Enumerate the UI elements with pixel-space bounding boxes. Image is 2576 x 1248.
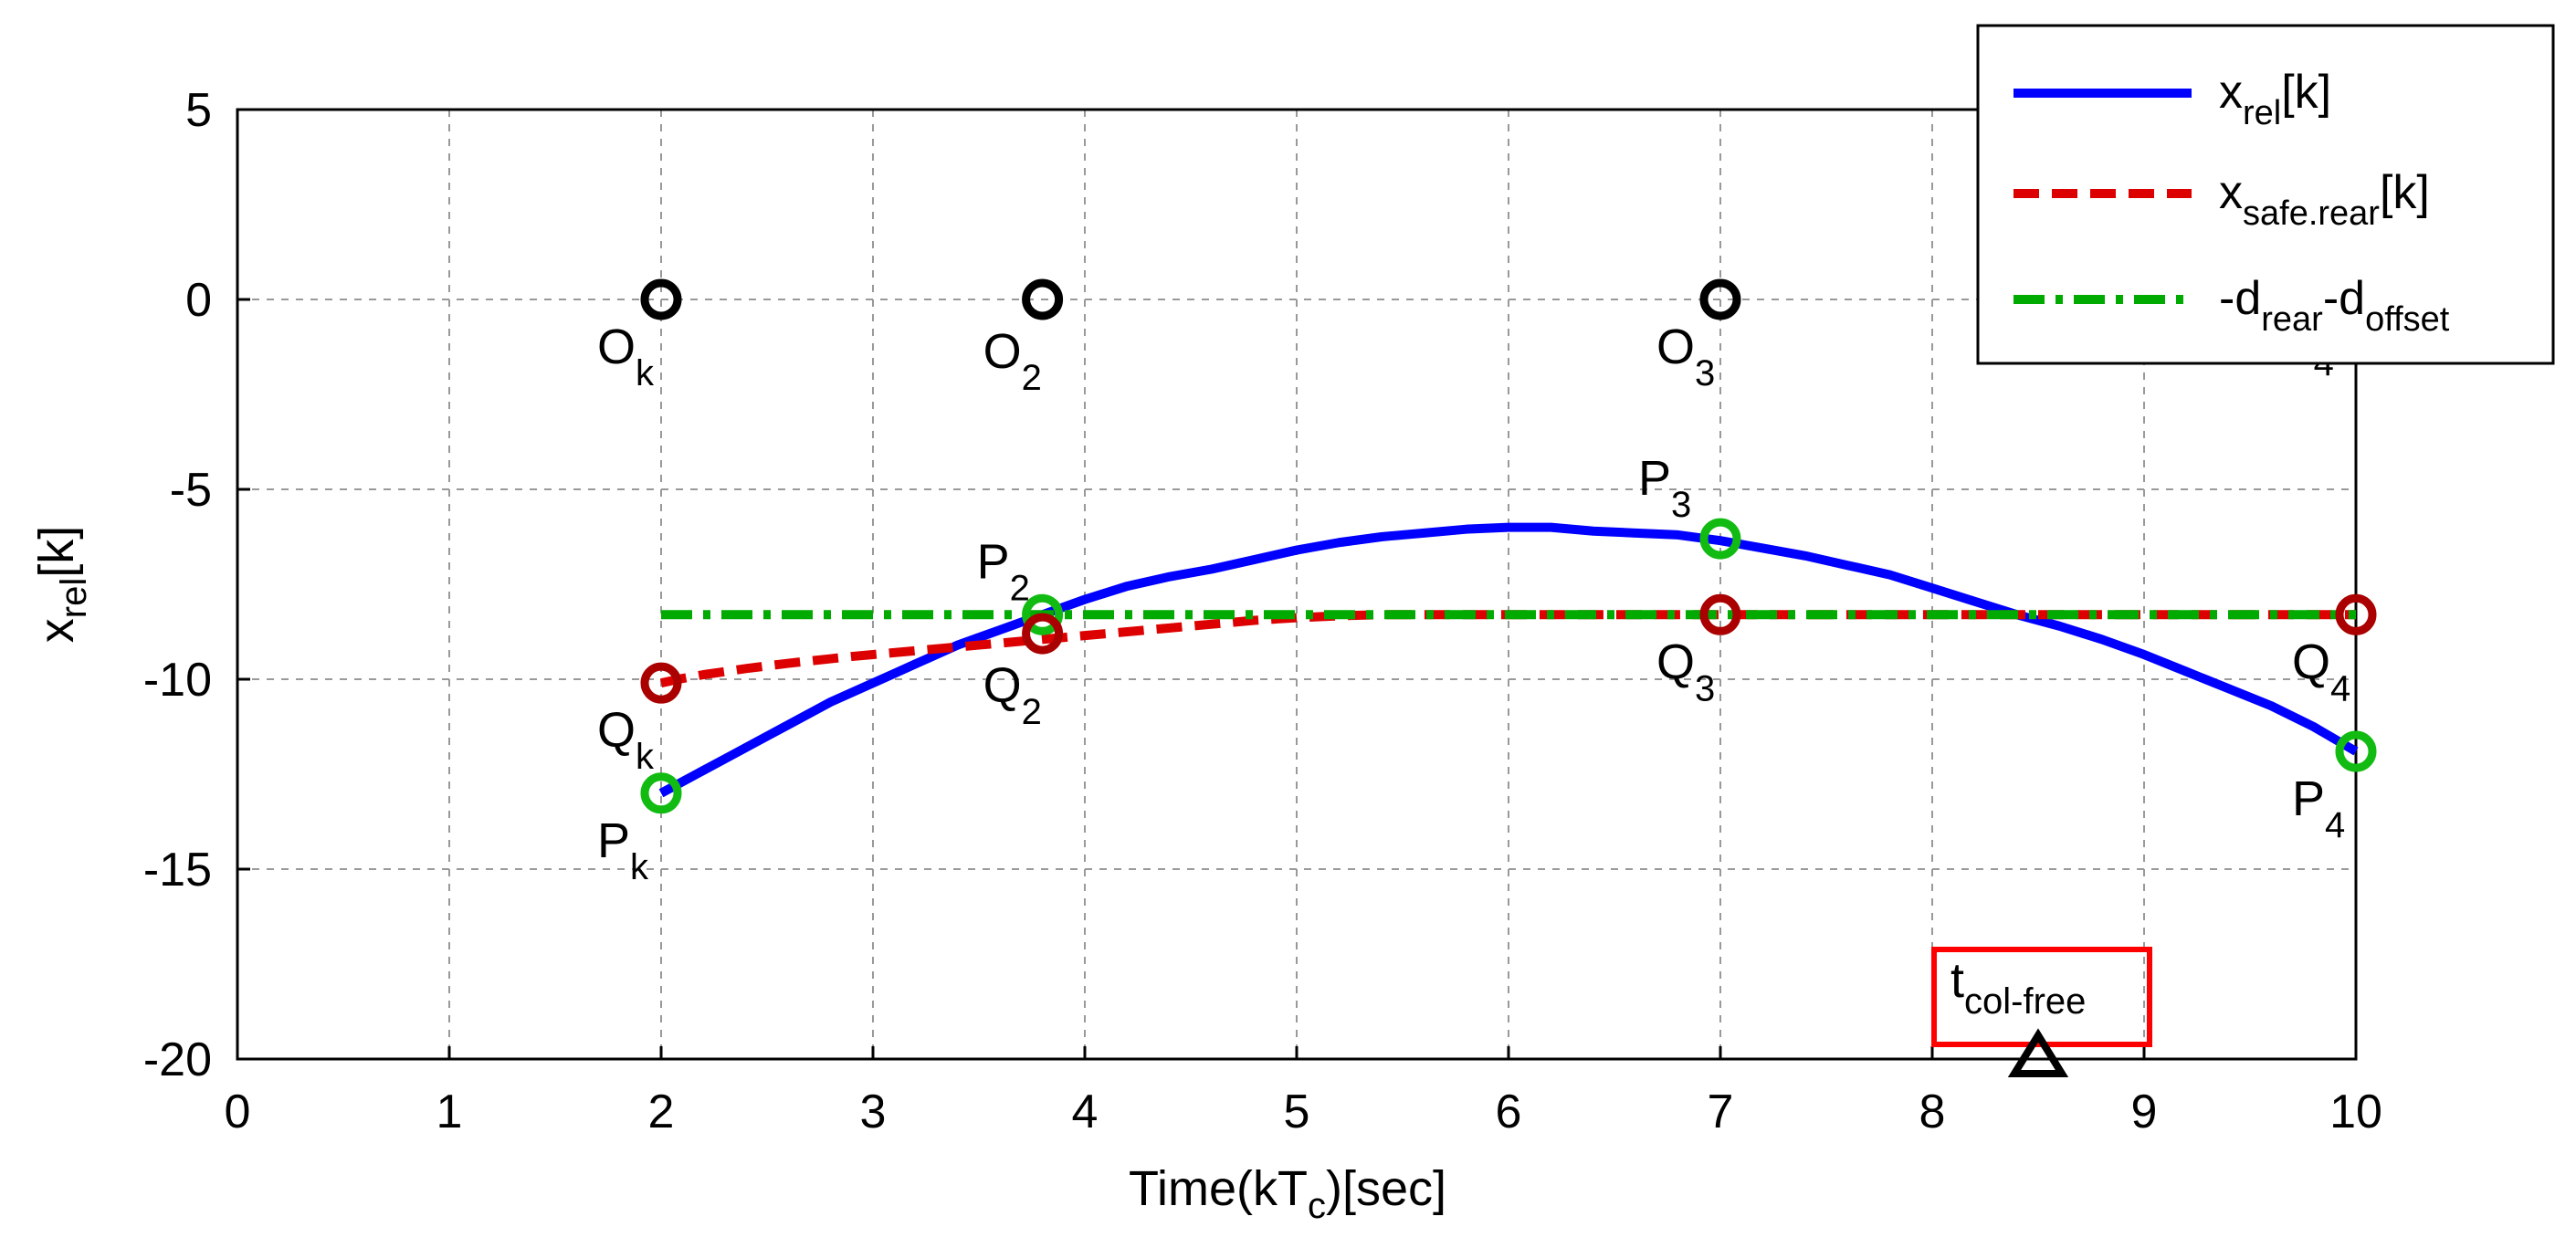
legend-safe-suffix: [k] xyxy=(2380,166,2430,219)
x-axis-label: Time(kTc)[sec] xyxy=(1129,1161,1446,1226)
marker-P3 xyxy=(1699,518,1741,560)
marker-label-main-Q2: Q xyxy=(983,658,1022,713)
marker-label-sub-Q4: 4 xyxy=(2330,668,2350,708)
marker-label-P4: P4 xyxy=(2292,771,2345,845)
tcol-marker xyxy=(2007,1028,2069,1077)
marker-label-sub-Qk: k xyxy=(636,737,655,777)
marker-label-sub-Ok: k xyxy=(636,353,655,393)
x-tick-label: 5 xyxy=(1284,1085,1310,1138)
y-tick-label: 0 xyxy=(185,274,212,327)
x-tick-label: 8 xyxy=(1919,1085,1946,1138)
legend-safe-main: x xyxy=(2219,166,2243,219)
marker-label-main-P2: P xyxy=(977,534,1010,589)
marker-Pk xyxy=(640,772,682,814)
marker-label-P2: P2 xyxy=(977,534,1030,608)
marker-label-sub-Q3: 3 xyxy=(1695,668,1715,708)
marker-label-sub-O2: 2 xyxy=(1022,358,1042,398)
marker-label-sub-Q2: 2 xyxy=(1022,692,1042,732)
marker-label-main-Ok: O xyxy=(597,320,636,374)
y-tick-label: -10 xyxy=(143,654,212,707)
marker-label-main-P3: P xyxy=(1638,451,1671,506)
legend-safe-sub: safe.rear xyxy=(2243,194,2380,233)
marker-label-main-P4: P xyxy=(2292,771,2325,826)
marker-O3 xyxy=(1699,278,1741,320)
legend-rel-sub: rel xyxy=(2243,94,2281,132)
marker-label-sub-P4: 4 xyxy=(2325,805,2345,845)
y-axis-label-main: x xyxy=(29,618,84,643)
marker-label-main-O3: O xyxy=(1656,320,1695,374)
marker-Q4 xyxy=(2335,593,2377,635)
marker-label-Q2: Q2 xyxy=(983,658,1042,732)
legend: xrel[k] xsafe.rear[k] -drear-doffset xyxy=(1976,24,2555,365)
x-axis-label-main: Time(kT xyxy=(1129,1161,1308,1216)
marker-label-main-Pk: P xyxy=(597,813,630,868)
x-axis-label-suffix: )[sec] xyxy=(1326,1161,1446,1216)
grid-layer xyxy=(237,110,2356,1059)
marker-label-Q4: Q4 xyxy=(2292,634,2350,708)
tcol-label-main: t xyxy=(1950,953,1964,1008)
x-tick-label: 2 xyxy=(648,1085,675,1138)
y-tick-label: -20 xyxy=(143,1033,212,1086)
y-axis-label: xrel[k] xyxy=(29,526,94,643)
y-tick-label: 5 xyxy=(185,84,212,137)
y-tick-label: -15 xyxy=(143,844,212,897)
marker-label-Qk: Qk xyxy=(597,703,655,777)
ticks-layer: 0 1 2 3 4 5 6 7 8 9 10 5 0 -5 -10 -15 -20 xyxy=(143,84,2382,1138)
x-tick-label: 9 xyxy=(2131,1085,2158,1138)
marker-label-main-Qk: Q xyxy=(597,703,636,758)
y-tick-label: -5 xyxy=(170,464,212,517)
marker-label-sub-P2: 2 xyxy=(1010,568,1030,608)
x-tick-label: 7 xyxy=(1708,1085,1734,1138)
legend-rel-main: x xyxy=(2219,66,2243,119)
x-tick-label: 0 xyxy=(225,1085,251,1138)
legend-text-rel: xrel[k] xyxy=(2219,66,2331,132)
marker-Q2 xyxy=(1022,613,1064,655)
x-tick-label: 6 xyxy=(1496,1085,1522,1138)
marker-label-main-O2: O xyxy=(983,324,1022,379)
marker-label-O3: O3 xyxy=(1656,320,1715,393)
legend-text-offset: -drear-doffset xyxy=(2219,272,2450,339)
x-axis-label-sub: c xyxy=(1308,1186,1326,1226)
legend-offset-main: -d xyxy=(2219,272,2261,325)
y-axis-label-suffix: [k] xyxy=(29,526,84,578)
legend-offset-mid: -d xyxy=(2323,272,2365,325)
tcol-label-sub: col-free xyxy=(1964,981,2086,1022)
x-tick-label: 1 xyxy=(436,1085,463,1138)
marker-label-sub-Pk: k xyxy=(630,847,649,887)
marker-label-sub-O3: 3 xyxy=(1695,353,1715,393)
marker-label-P3: P3 xyxy=(1638,451,1691,525)
marker-O2 xyxy=(1022,278,1064,320)
marker-label-Ok: Ok xyxy=(597,320,655,393)
legend-offset-sub: rear xyxy=(2261,300,2323,339)
marker-Qk xyxy=(640,662,682,704)
marker-Q3 xyxy=(1699,593,1741,635)
legend-offset-sub2: offset xyxy=(2365,300,2450,339)
y-axis-label-sub: rel xyxy=(54,578,94,618)
x-tick-label: 10 xyxy=(2329,1085,2382,1138)
marker-P4 xyxy=(2335,730,2377,772)
marker-label-main-Q4: Q xyxy=(2292,634,2330,689)
marker-label-Q3: Q3 xyxy=(1656,634,1715,708)
marker-label-main-Q3: Q xyxy=(1656,634,1695,689)
x-tick-label: 3 xyxy=(860,1085,887,1138)
marker-Ok xyxy=(640,278,682,320)
marker-label-Pk: Pk xyxy=(597,813,649,887)
marker-label-sub-P3: 3 xyxy=(1671,485,1691,525)
marker-P2 xyxy=(1022,593,1064,635)
legend-rel-suffix: [k] xyxy=(2281,66,2331,119)
tcol-label: tcol-free xyxy=(1950,953,2086,1022)
x-tick-label: 4 xyxy=(1072,1085,1099,1138)
series-layer xyxy=(658,522,2359,798)
legend-text-safe: xsafe.rear[k] xyxy=(2219,166,2430,233)
marker-label-O2: O2 xyxy=(983,324,1042,398)
